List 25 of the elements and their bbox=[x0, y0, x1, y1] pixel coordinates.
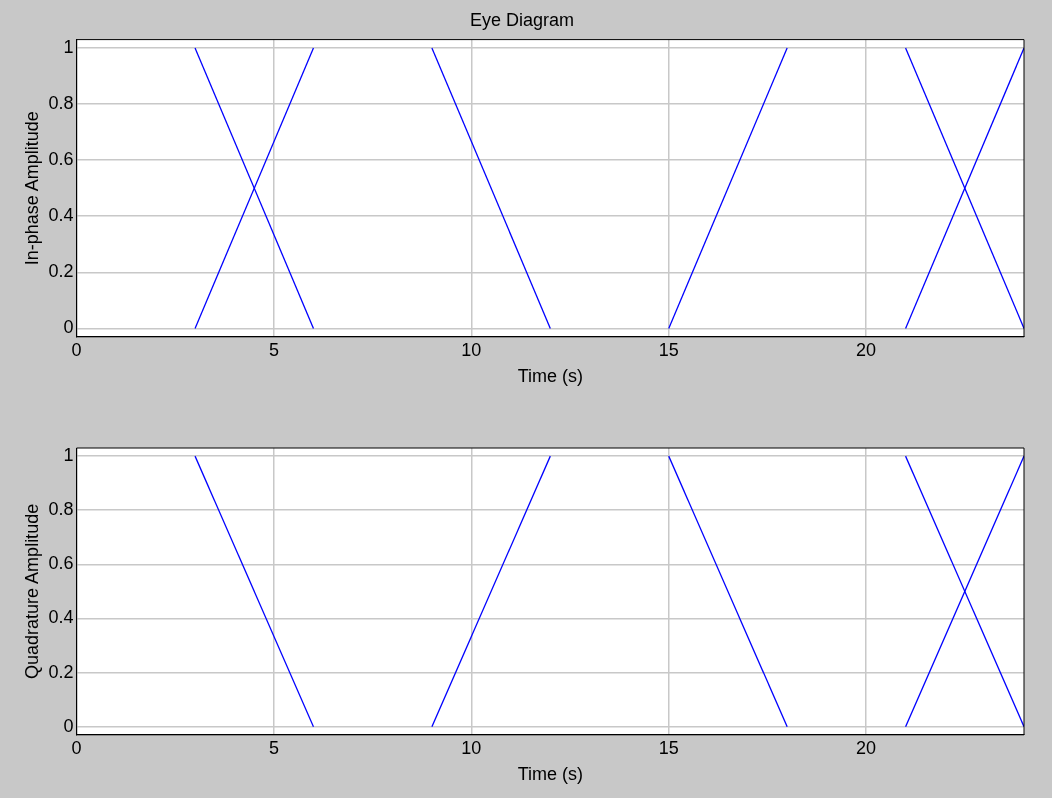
x-tick-label: 15 bbox=[658, 737, 679, 758]
y-tick-label: 0.4 bbox=[48, 205, 74, 226]
chart-title: Eye Diagram bbox=[469, 9, 575, 30]
x-tick-label: 5 bbox=[268, 339, 279, 360]
x-tick-label: 10 bbox=[461, 737, 482, 758]
x-axis-title: Time (s) bbox=[517, 366, 583, 387]
x-tick-label: 20 bbox=[856, 339, 877, 360]
y-tick-label: 0.8 bbox=[48, 499, 74, 520]
y-tick-label: 0.2 bbox=[48, 661, 74, 682]
y-tick-label: 0.4 bbox=[48, 607, 74, 628]
y-axis-title: Quadrature Amplitude bbox=[21, 503, 42, 679]
y-tick-label: 0.8 bbox=[48, 93, 74, 114]
y-tick-label: 0 bbox=[63, 317, 74, 338]
y-tick-label: 0 bbox=[63, 715, 74, 736]
x-axis-title: Time (s) bbox=[517, 764, 583, 785]
y-tick-label: 1 bbox=[63, 445, 74, 466]
y-axis-title: In-phase Amplitude bbox=[21, 111, 42, 266]
x-tick-label: 10 bbox=[461, 339, 482, 360]
x-tick-label: 15 bbox=[658, 339, 679, 360]
y-tick-label: 0.6 bbox=[48, 553, 74, 574]
y-tick-label: 0.6 bbox=[48, 149, 74, 170]
y-tick-label: 0.2 bbox=[48, 261, 74, 282]
x-tick-label: 20 bbox=[856, 737, 877, 758]
x-tick-label: 5 bbox=[268, 737, 279, 758]
y-tick-label: 1 bbox=[63, 36, 74, 57]
